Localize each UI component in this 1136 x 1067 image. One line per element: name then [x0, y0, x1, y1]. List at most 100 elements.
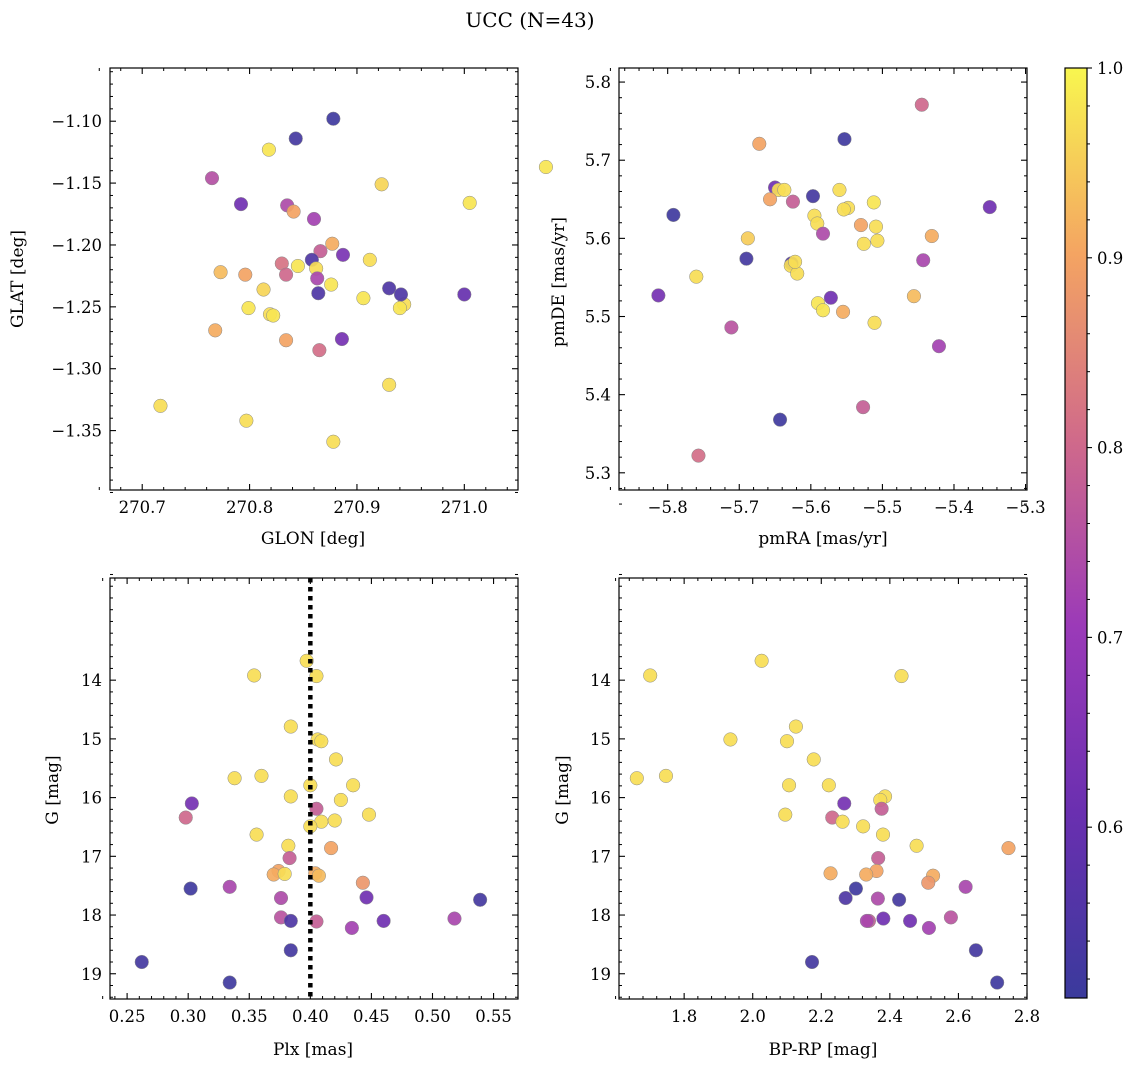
data-point	[311, 868, 326, 883]
data-point	[279, 333, 294, 348]
y-tick-label: 16	[590, 789, 611, 808]
data-point	[204, 171, 220, 186]
data-point	[894, 669, 909, 684]
data-point	[356, 291, 371, 306]
y-tick-label: 5.7	[585, 151, 611, 170]
y-tick-label: −1.30	[51, 360, 102, 379]
data-point	[153, 398, 168, 413]
data-point	[805, 189, 821, 204]
data-point	[990, 975, 1005, 990]
data-point	[875, 827, 891, 842]
data-point	[279, 267, 294, 282]
data-point	[874, 801, 889, 816]
data-point	[921, 920, 936, 936]
x-tick-label: −5.5	[862, 498, 902, 517]
data-point	[283, 719, 298, 734]
y-tick-label: 5.6	[585, 229, 611, 248]
data-point	[222, 879, 237, 894]
data-point	[538, 159, 553, 175]
data-point	[643, 668, 658, 683]
data-point	[313, 244, 328, 259]
data-point	[326, 111, 341, 126]
data-point	[393, 287, 409, 302]
y-tick-label: 19	[81, 965, 102, 984]
panel-proper-motion: pmRA [mas/yr] pmDE [mas/yr] −5.8 −5.7 −5.6…	[549, 67, 1046, 549]
data-point	[837, 132, 852, 147]
data-point	[892, 892, 907, 907]
data-point	[344, 920, 359, 936]
data-point	[178, 810, 193, 825]
data-point	[914, 97, 929, 112]
data-point	[208, 323, 223, 338]
x-tick-label: 2.0	[740, 1007, 766, 1026]
x-tick-label: 0.30	[170, 1007, 207, 1026]
data-point	[290, 258, 305, 274]
y-tick-label: 15	[590, 730, 611, 749]
data-point	[1001, 841, 1016, 856]
data-point	[254, 768, 269, 783]
data-point	[288, 131, 303, 146]
data-point	[309, 801, 324, 816]
y-tick-label: 15	[81, 730, 102, 749]
y-tick-label: 14	[81, 671, 102, 690]
x-tick-label: 0.40	[292, 1007, 329, 1026]
data-point	[355, 875, 370, 890]
data-point	[334, 331, 349, 347]
data-point	[968, 943, 983, 958]
data-point	[273, 890, 289, 906]
axes-frame	[109, 577, 519, 1000]
data-point	[283, 789, 298, 804]
data-point	[462, 195, 477, 210]
data-point	[867, 315, 882, 330]
data-point	[629, 771, 644, 786]
data-point	[916, 253, 931, 268]
data-point	[870, 233, 885, 248]
data-point	[724, 320, 739, 335]
data-point	[876, 911, 891, 926]
data-point	[183, 881, 198, 896]
y-tick-label: 5.3	[585, 464, 611, 483]
panel-plx-mag: Plx [mas] G [mag] 0.25 0.30 0.35 0.40 0.45 0.…	[43, 573, 519, 1060]
data-point	[982, 200, 997, 215]
colorbar-tick-label: 0.7	[1097, 628, 1123, 647]
data-point	[859, 913, 874, 928]
y-tick-label: 16	[81, 789, 102, 808]
data-point	[835, 814, 850, 829]
data-point	[311, 286, 326, 301]
colorbar-tick-label: 0.6	[1097, 818, 1123, 837]
data-point	[213, 265, 228, 280]
data-point	[325, 236, 340, 251]
axes-frame	[618, 67, 1028, 491]
x-tick-label: 270.8	[226, 498, 273, 517]
x-tick-label: 2.8	[1014, 1007, 1040, 1026]
data-point	[836, 202, 851, 217]
data-point	[283, 913, 298, 928]
data-point	[752, 136, 767, 151]
x-axis-label-plx-mag: Plx [mas]	[273, 1040, 353, 1060]
data-point	[335, 247, 351, 262]
y-tick-label: 5.5	[585, 308, 611, 327]
data-point	[870, 891, 885, 906]
data-point	[924, 228, 939, 244]
data-point	[832, 182, 847, 197]
y-axis-label-sky: GLAT [deg]	[8, 230, 28, 328]
data-point	[382, 281, 397, 296]
x-tick-label: 0.45	[353, 1007, 390, 1026]
x-tick-label: −5.7	[719, 498, 759, 517]
y-tick-label: 5.4	[585, 386, 611, 405]
data-point	[871, 851, 886, 866]
x-tick-label: 0.35	[231, 1007, 268, 1026]
data-point	[866, 195, 881, 210]
x-tick-label: 2.6	[945, 1007, 971, 1026]
data-point	[283, 943, 298, 958]
data-point	[689, 269, 704, 284]
data-point	[856, 819, 871, 834]
y-tick-label: −1.25	[51, 298, 102, 317]
data-point	[326, 434, 341, 449]
data-point	[299, 653, 314, 668]
data-point	[837, 796, 852, 811]
y-tick-label: 17	[590, 847, 611, 866]
data-point	[222, 975, 237, 990]
colorbar-tick-label: 0.9	[1097, 249, 1123, 268]
x-tick-label: −5.6	[791, 498, 831, 517]
